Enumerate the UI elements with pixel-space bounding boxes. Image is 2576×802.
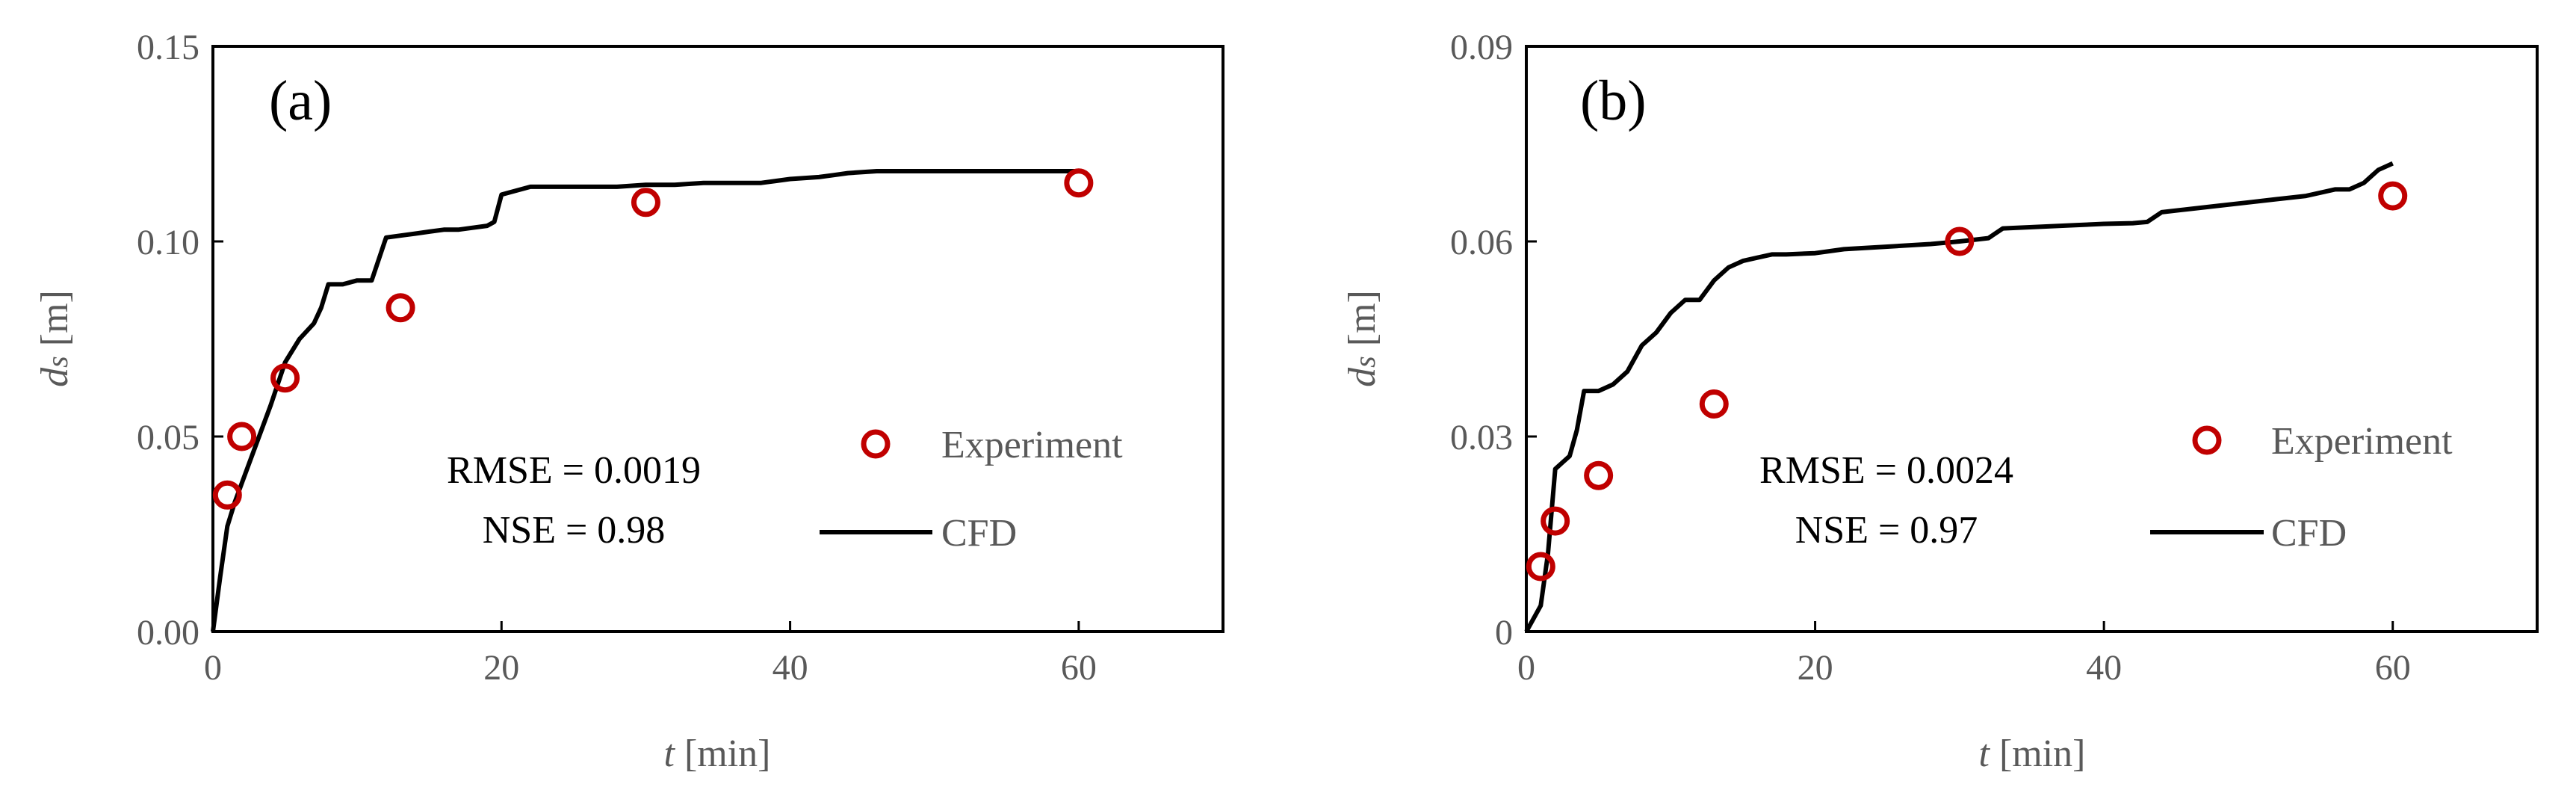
experiment-point	[1541, 506, 1570, 536]
legend-experiment-label: Experiment	[2271, 420, 2453, 463]
nse-annotation: NSE = 0.98	[483, 509, 666, 552]
experiment-point	[1064, 168, 1094, 198]
x-axis-label: t [min]	[1979, 732, 2086, 775]
panel-label: (a)	[269, 70, 332, 132]
legend-cfd-label: CFD	[2271, 512, 2347, 555]
x-tick-label: 40	[2086, 648, 2122, 688]
legend-experiment-label: Experiment	[941, 424, 1123, 466]
x-tick-label: 0	[204, 648, 222, 688]
legend-experiment-marker	[2192, 425, 2222, 455]
legend: Experiment CFD	[2150, 420, 2453, 555]
y-tick-label: 0.09	[1450, 28, 1513, 67]
x-tick-label: 40	[773, 648, 808, 688]
data-marks	[1524, 161, 2408, 633]
chart-panel-b: 00.030.060.09 0 20 40 60 (b) RMSE = 0.0024 …	[1341, 28, 2539, 775]
experiment-point	[212, 480, 242, 510]
x-tick-label: 20	[1798, 648, 1833, 688]
rmse-annotation: RMSE = 0.0019	[447, 449, 701, 492]
experiment-point	[386, 293, 415, 323]
y-tick-label: 0.06	[1450, 223, 1513, 262]
experiment-point	[227, 422, 257, 451]
experiment-point	[2378, 181, 2408, 211]
y-tick-label: 0.00	[137, 613, 199, 653]
x-tick-label: 60	[1061, 648, 1097, 688]
y-tick-label: 0.05	[137, 418, 199, 457]
cfd-line	[211, 169, 1079, 632]
rmse-annotation: RMSE = 0.0024	[1759, 449, 2013, 492]
x-tick-label: 0	[1517, 648, 1535, 688]
plot-frame	[211, 45, 1224, 633]
x-tick-label: 20	[483, 648, 519, 688]
x-axis-label: t [min]	[664, 732, 771, 775]
experiment-point	[1584, 460, 1614, 490]
panel-label: (b)	[1580, 70, 1647, 132]
experiment-point	[270, 363, 300, 393]
x-tick-label: 60	[2375, 648, 2411, 688]
legend: Experiment CFD	[820, 424, 1123, 555]
nse-annotation: NSE = 0.97	[1795, 509, 1978, 552]
experiment-point	[1526, 552, 1555, 582]
x-tick-labels: 0 20 40 60	[1517, 621, 2411, 688]
y-tick-label: 0.10	[137, 223, 199, 262]
experiment-point	[631, 188, 660, 218]
experiment-point	[1945, 226, 1975, 256]
data-marks	[211, 168, 1094, 632]
y-tick-label: 0	[1495, 613, 1513, 653]
y-tick-labels: 0 0.03 0.06 0.09	[1450, 28, 1537, 653]
cfd-line	[1524, 161, 2394, 633]
plot-frame	[1525, 45, 2539, 633]
chart-panel-a: 0.00 0.05 0.10 0.15 0 20 40 60 (a) RMSE = 0.00…	[34, 28, 1224, 775]
experiment-point	[1699, 389, 1729, 419]
legend-experiment-marker	[861, 429, 891, 459]
x-tick-labels: 0 20 40 60	[204, 621, 1097, 688]
y-axis-label: ds [m]	[34, 290, 76, 387]
y-tick-label: 0.03	[1450, 418, 1513, 457]
y-tick-label: 0.15	[137, 28, 199, 67]
legend-cfd-label: CFD	[941, 512, 1017, 555]
y-tick-labels: 0.00 0.05 0.10 0.15	[137, 28, 223, 653]
y-axis-label: ds [m]	[1341, 290, 1384, 387]
